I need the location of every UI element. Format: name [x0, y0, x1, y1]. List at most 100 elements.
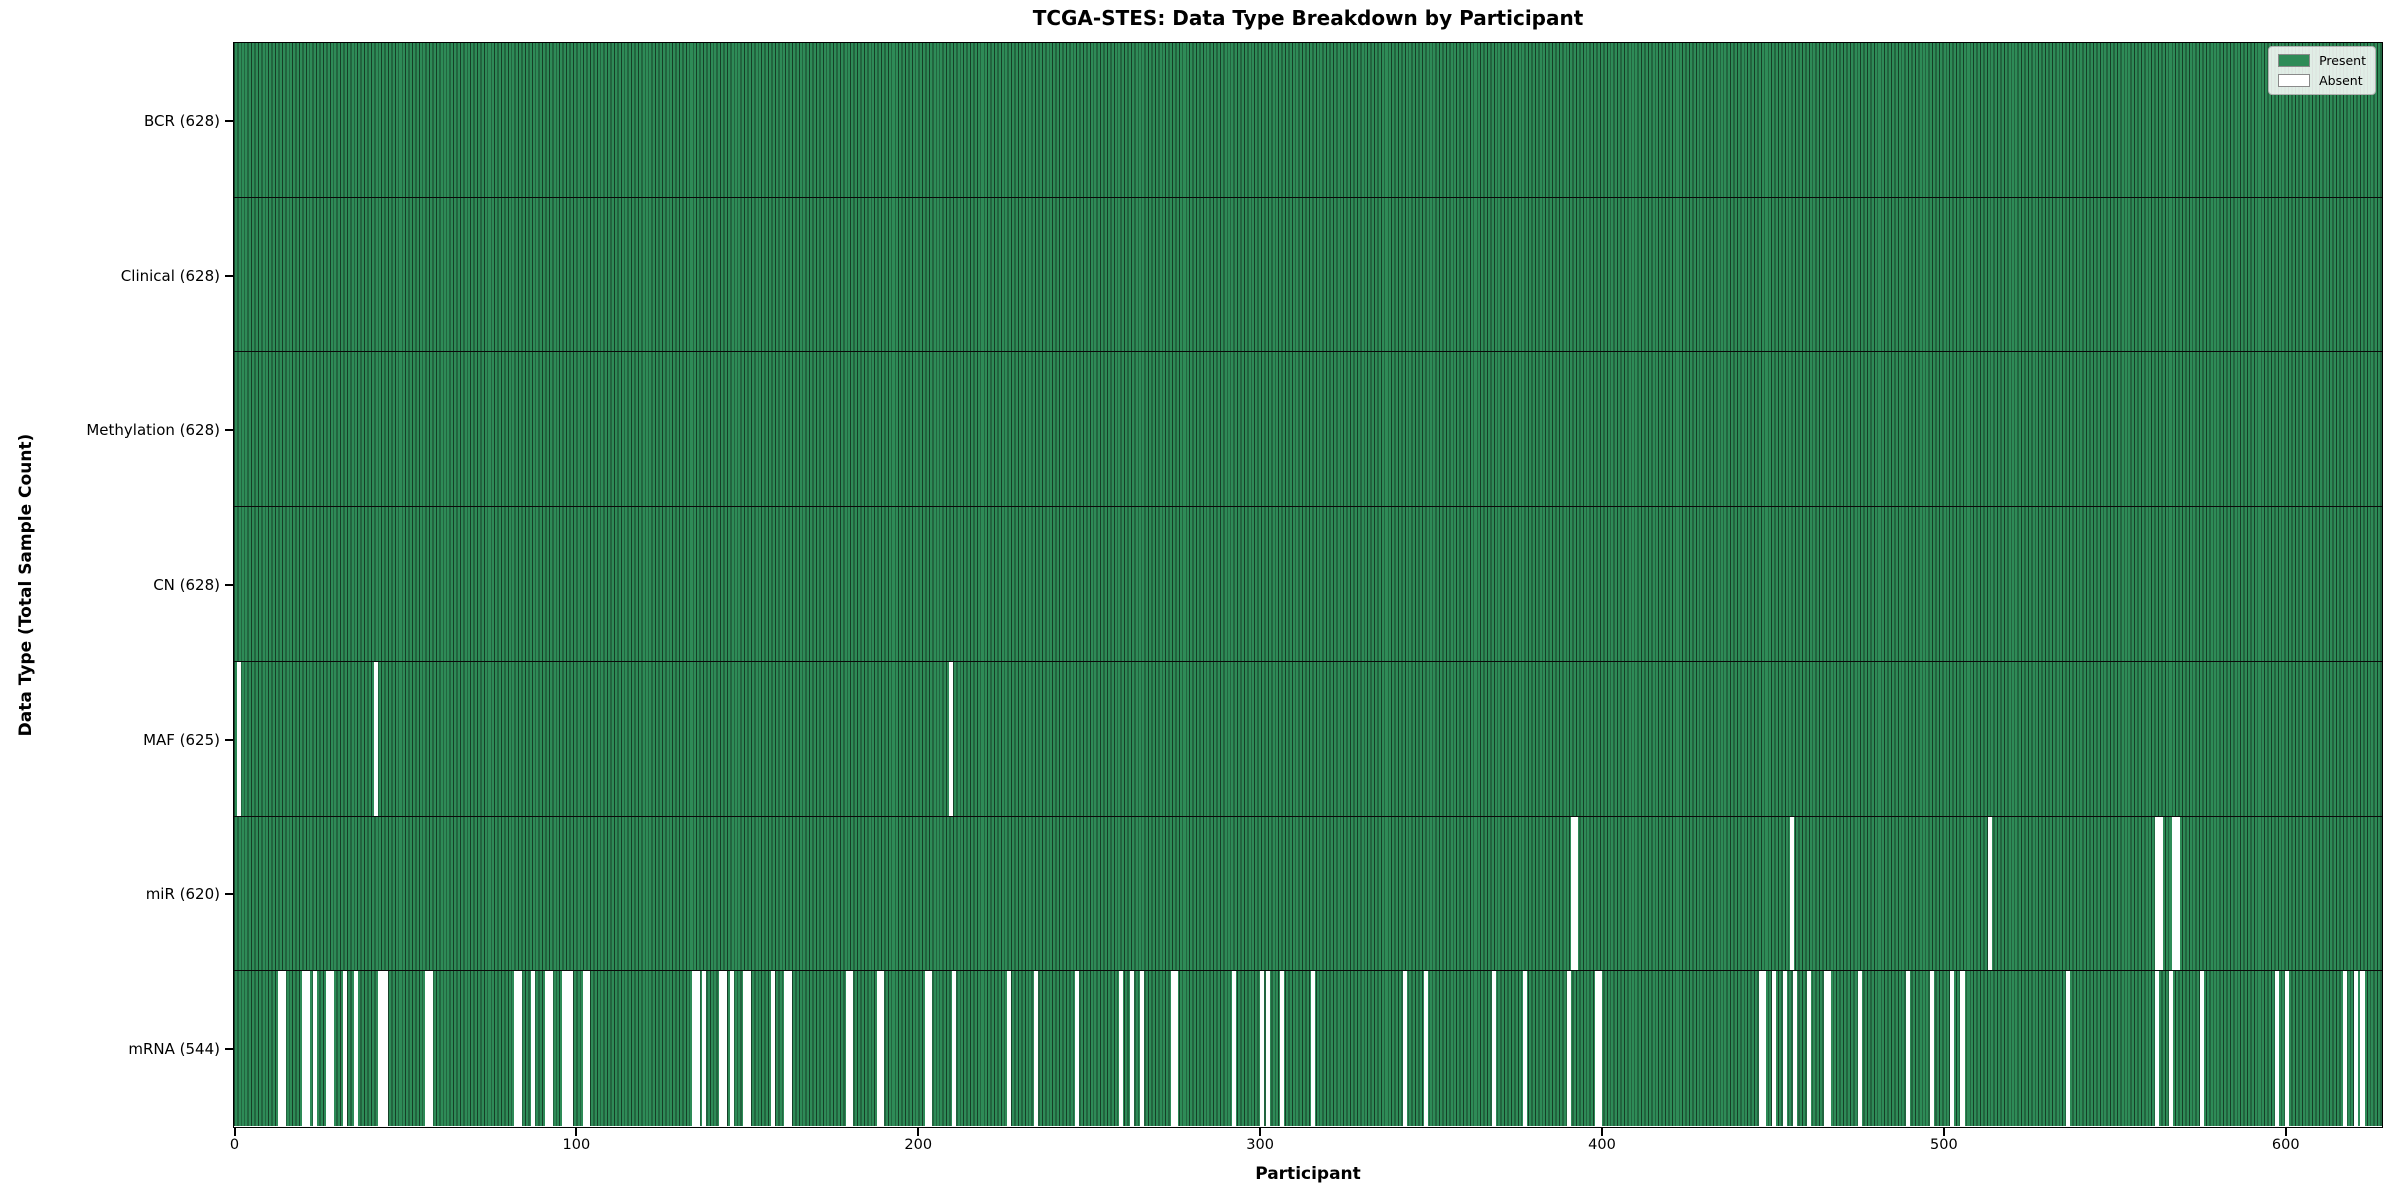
legend-item-present: Present	[2278, 53, 2366, 68]
absent-gap	[1259, 971, 1264, 1126]
absent-gap	[1310, 971, 1315, 1126]
absent-gap	[1139, 971, 1144, 1126]
row-miR	[234, 816, 2382, 972]
absent-gap	[849, 971, 854, 1126]
absent-gap	[565, 971, 570, 1126]
absent-gap	[2158, 816, 2163, 971]
x-tick-label-500: 500	[1930, 1137, 1958, 1153]
legend-label-present: Present	[2319, 53, 2366, 68]
absent-gap	[729, 971, 734, 1126]
absent-gap	[1594, 971, 1599, 1126]
absent-gap	[302, 971, 307, 1126]
x-tick	[1601, 1128, 1604, 1136]
absent-gap	[784, 971, 789, 1126]
absent-gap	[1570, 816, 1575, 971]
absent-gap	[1960, 971, 1965, 1126]
absent-gap	[1266, 971, 1271, 1126]
absent-gap	[692, 971, 697, 1126]
absent-gap	[1567, 971, 1572, 1126]
absent-gap	[2172, 816, 2177, 971]
y-tick-label-BCR: BCR (628)	[143, 111, 220, 130]
x-tick	[1259, 1128, 1262, 1136]
absent-gap	[531, 971, 536, 1126]
absent-gap	[695, 971, 700, 1126]
absent-gap	[924, 971, 929, 1126]
y-tick-label-Methylation: Methylation (628)	[86, 421, 220, 440]
y-tick	[225, 1048, 233, 1051]
absent-gap	[1987, 816, 1992, 971]
x-tick	[917, 1128, 920, 1136]
absent-gap	[845, 971, 850, 1126]
x-tick	[575, 1128, 578, 1136]
absent-gap	[1762, 971, 1767, 1126]
absent-gap	[278, 971, 283, 1126]
y-tick	[225, 584, 233, 586]
absent-gap	[586, 971, 591, 1126]
absent-gap	[1598, 971, 1603, 1126]
x-tick-label-600: 600	[2271, 1137, 2300, 1153]
absent-gap	[1823, 971, 1828, 1126]
absent-gap	[353, 971, 358, 1126]
x-tick	[233, 1128, 236, 1136]
absent-gap	[425, 971, 430, 1126]
absent-gap	[377, 971, 382, 1126]
absent-gap	[1129, 971, 1134, 1126]
y-tick	[225, 893, 233, 896]
y-tick-label-Clinical: Clinical (628)	[120, 266, 220, 285]
absent-gap	[2275, 971, 2280, 1126]
absent-gap	[582, 971, 587, 1126]
absent-gap	[1758, 971, 1763, 1126]
absent-gap	[2199, 971, 2204, 1126]
absent-gap	[928, 971, 933, 1126]
absent-gap	[305, 971, 310, 1126]
absent-gap	[569, 971, 574, 1126]
absent-gap	[1806, 971, 1811, 1126]
y-tick-label-miR: miR (620)	[145, 885, 220, 904]
y-tick-label-CN: CN (628)	[153, 576, 220, 594]
legend-item-absent: Absent	[2278, 73, 2366, 88]
absent-gap	[517, 971, 522, 1126]
absent-gap	[1950, 971, 1955, 1126]
y-tick-label-MAF: MAF (625)	[143, 730, 220, 749]
absent-gap	[548, 971, 553, 1126]
absent-gap	[743, 971, 748, 1126]
absent-gap	[702, 971, 707, 1126]
absent-gap	[787, 971, 792, 1126]
row-mRNA	[234, 971, 2382, 1126]
absent-gap	[374, 661, 379, 816]
row-BCR	[234, 43, 2382, 198]
absent-gap	[2285, 971, 2290, 1126]
absent-gap	[2353, 971, 2358, 1126]
chart-title: TCGA-STES: Data Type Breakdown by Partic…	[1032, 6, 1584, 30]
x-tick-label-200: 200	[904, 1137, 933, 1153]
legend-swatch-present-icon	[2278, 54, 2311, 67]
absent-gap	[1929, 971, 1934, 1126]
absent-gap	[1075, 971, 1080, 1126]
absent-gap	[2066, 971, 2071, 1126]
absent-gap	[381, 971, 386, 1126]
absent-gap	[237, 661, 242, 816]
x-axis-label: Participant	[1255, 1164, 1361, 1184]
plot-area: Present Absent	[233, 42, 2383, 1128]
absent-gap	[876, 971, 881, 1126]
absent-gap	[948, 661, 953, 816]
x-tick-label-300: 300	[1246, 1137, 1274, 1153]
absent-gap	[1789, 816, 1794, 971]
absent-gap	[343, 971, 348, 1126]
absent-gap	[312, 971, 317, 1126]
absent-gap	[2155, 971, 2160, 1126]
absent-gap	[722, 971, 727, 1126]
absent-gap	[951, 971, 956, 1126]
absent-gap	[1403, 971, 1408, 1126]
row-Methylation	[234, 352, 2382, 508]
y-tick	[225, 429, 233, 432]
absent-gap	[1174, 971, 1179, 1126]
legend-swatch-absent-icon	[2278, 74, 2311, 87]
absent-gap	[1782, 971, 1787, 1126]
absent-gap	[562, 971, 567, 1126]
absent-gap	[428, 971, 433, 1126]
absent-gap	[1033, 971, 1038, 1126]
absent-gap	[1792, 971, 1797, 1126]
absent-gap	[1423, 971, 1428, 1126]
